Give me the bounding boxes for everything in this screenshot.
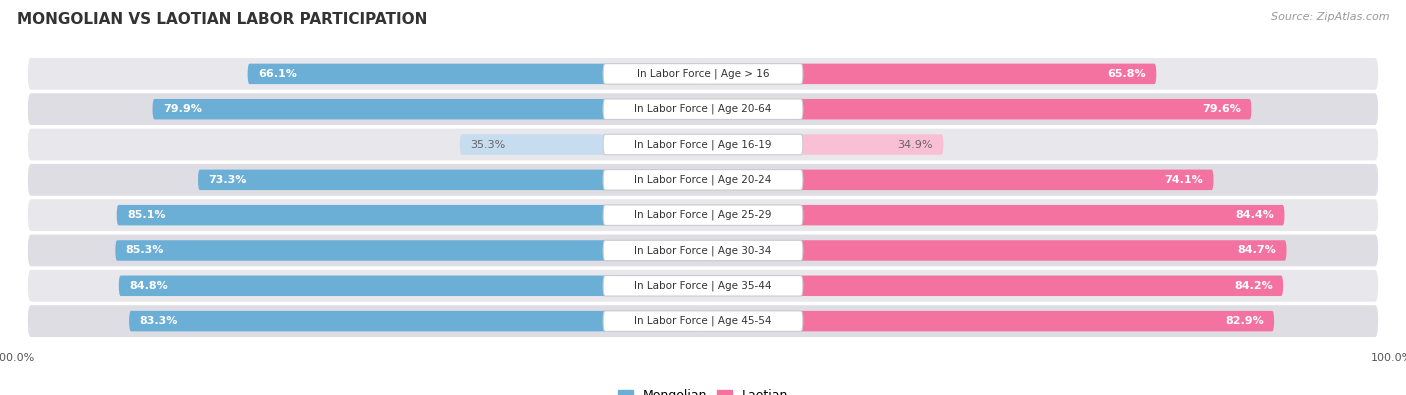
Text: In Labor Force | Age 30-34: In Labor Force | Age 30-34 [634,245,772,256]
Text: In Labor Force | Age 20-64: In Labor Force | Age 20-64 [634,104,772,115]
FancyBboxPatch shape [460,134,703,155]
Text: 65.8%: 65.8% [1108,69,1146,79]
FancyBboxPatch shape [28,93,1378,125]
FancyBboxPatch shape [28,305,1378,337]
FancyBboxPatch shape [703,311,1274,331]
FancyBboxPatch shape [603,205,803,226]
FancyBboxPatch shape [603,276,803,296]
FancyBboxPatch shape [603,311,803,331]
FancyBboxPatch shape [703,134,943,155]
Text: 74.1%: 74.1% [1164,175,1204,185]
Text: 84.7%: 84.7% [1237,245,1277,256]
FancyBboxPatch shape [703,99,1251,119]
Text: In Labor Force | Age 25-29: In Labor Force | Age 25-29 [634,210,772,220]
FancyBboxPatch shape [603,64,803,84]
FancyBboxPatch shape [152,99,703,119]
FancyBboxPatch shape [117,205,703,226]
Text: 84.2%: 84.2% [1234,281,1272,291]
FancyBboxPatch shape [603,134,803,155]
Text: 82.9%: 82.9% [1225,316,1264,326]
Text: In Labor Force | Age > 16: In Labor Force | Age > 16 [637,69,769,79]
FancyBboxPatch shape [28,58,1378,90]
Text: 73.3%: 73.3% [208,175,246,185]
Text: 35.3%: 35.3% [470,139,505,150]
FancyBboxPatch shape [603,99,803,119]
FancyBboxPatch shape [603,240,803,261]
FancyBboxPatch shape [703,64,1156,84]
Text: In Labor Force | Age 45-54: In Labor Force | Age 45-54 [634,316,772,326]
FancyBboxPatch shape [247,64,703,84]
FancyBboxPatch shape [28,235,1378,266]
FancyBboxPatch shape [198,169,703,190]
Text: 79.6%: 79.6% [1202,104,1241,114]
Text: In Labor Force | Age 16-19: In Labor Force | Age 16-19 [634,139,772,150]
FancyBboxPatch shape [703,205,1285,226]
Text: 66.1%: 66.1% [257,69,297,79]
FancyBboxPatch shape [703,240,1286,261]
Text: 79.9%: 79.9% [163,104,201,114]
FancyBboxPatch shape [28,129,1378,160]
FancyBboxPatch shape [115,240,703,261]
Text: 83.3%: 83.3% [139,316,177,326]
FancyBboxPatch shape [28,270,1378,302]
FancyBboxPatch shape [28,199,1378,231]
FancyBboxPatch shape [28,164,1378,196]
Text: 84.8%: 84.8% [129,281,167,291]
FancyBboxPatch shape [703,169,1213,190]
Legend: Mongolian, Laotian: Mongolian, Laotian [613,384,793,395]
Text: 34.9%: 34.9% [897,139,934,150]
Text: 85.1%: 85.1% [127,210,166,220]
Text: In Labor Force | Age 35-44: In Labor Force | Age 35-44 [634,280,772,291]
Text: 85.3%: 85.3% [125,245,165,256]
FancyBboxPatch shape [129,311,703,331]
FancyBboxPatch shape [703,276,1284,296]
Text: 84.4%: 84.4% [1236,210,1274,220]
Text: Source: ZipAtlas.com: Source: ZipAtlas.com [1271,12,1389,22]
Text: In Labor Force | Age 20-24: In Labor Force | Age 20-24 [634,175,772,185]
FancyBboxPatch shape [118,276,703,296]
FancyBboxPatch shape [603,169,803,190]
Text: MONGOLIAN VS LAOTIAN LABOR PARTICIPATION: MONGOLIAN VS LAOTIAN LABOR PARTICIPATION [17,12,427,27]
